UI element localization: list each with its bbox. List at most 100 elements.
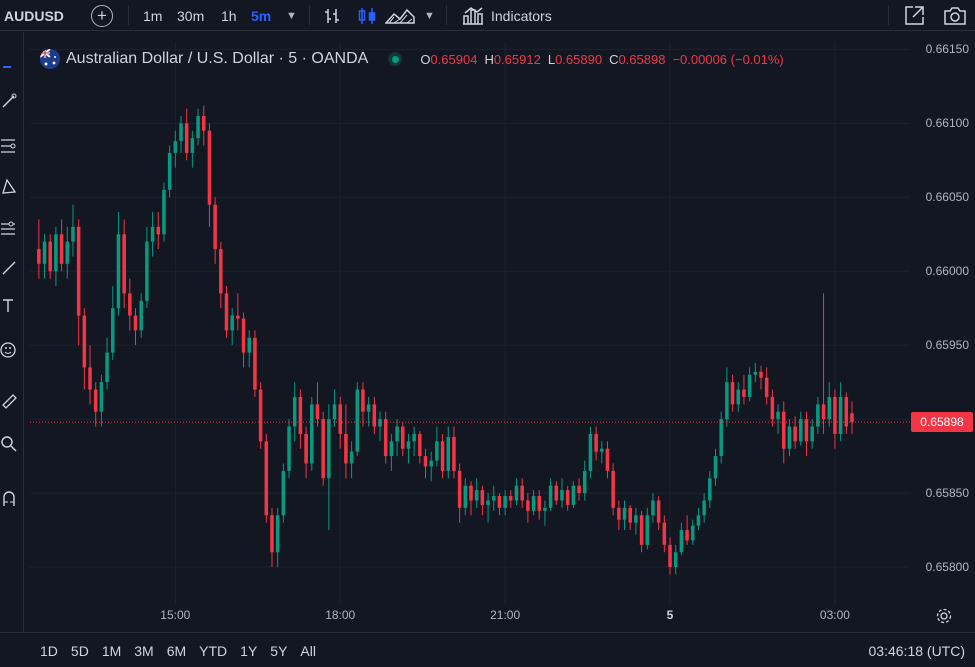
candle-body xyxy=(708,478,712,501)
price-tick-label: 0.65800 xyxy=(925,560,969,575)
candle xyxy=(793,416,797,449)
candle xyxy=(167,145,172,198)
candle-body xyxy=(88,367,92,390)
range-ytd[interactable]: YTD xyxy=(199,642,228,659)
candle xyxy=(304,426,308,479)
candle-body xyxy=(230,315,234,331)
candle xyxy=(366,396,371,427)
candle xyxy=(474,478,479,508)
timeframe-1h[interactable]: 1h xyxy=(221,7,237,24)
range-3m[interactable]: 3M xyxy=(134,642,154,659)
candle-body xyxy=(344,433,348,464)
cursor-tool-icon[interactable] xyxy=(0,56,18,78)
candle xyxy=(708,470,712,508)
candle-body xyxy=(543,507,547,511)
candle-body xyxy=(844,396,849,427)
emoji-icon[interactable] xyxy=(0,339,18,361)
candle xyxy=(605,441,610,479)
candle xyxy=(99,374,104,427)
range-5y[interactable]: 5Y xyxy=(270,642,288,659)
ohlc-values: O 0.65904 H 0.65912 L 0.65890 C 0.65898 −0.0… xyxy=(420,52,787,67)
candle xyxy=(617,500,621,531)
candle xyxy=(315,382,320,427)
candle-body xyxy=(65,241,70,264)
open-label: O xyxy=(420,51,431,67)
brush-tool-icon[interactable] xyxy=(0,257,18,279)
trend-line-icon[interactable] xyxy=(0,90,18,112)
last-price-label: 0.65898 xyxy=(911,412,973,433)
candle-body xyxy=(645,515,650,545)
zoom-icon[interactable] xyxy=(0,433,18,455)
utc-clock[interactable]: 03:46:18 (UTC) xyxy=(868,642,965,659)
chart-type-dropdown-icon[interactable]: ▼ xyxy=(424,9,435,22)
range-1m[interactable]: 1M xyxy=(101,642,122,659)
candle-body xyxy=(656,500,661,523)
camera-icon[interactable] xyxy=(943,0,967,31)
range-6m[interactable]: 6M xyxy=(166,642,187,659)
candle-body xyxy=(838,396,843,434)
pattern-tool-icon[interactable] xyxy=(0,175,18,197)
price-axis[interactable]: 0.661500.661000.660500.660000.659500.659… xyxy=(910,32,975,632)
compare-symbol-button[interactable]: + xyxy=(89,0,115,31)
text-tool-icon[interactable] xyxy=(0,295,18,317)
close-label: C xyxy=(609,51,619,67)
candle xyxy=(435,426,439,467)
candle-body xyxy=(412,433,416,442)
high-label: H xyxy=(484,51,494,67)
candle xyxy=(452,426,456,479)
candle xyxy=(401,422,405,457)
candle xyxy=(139,293,143,338)
candle-body xyxy=(821,404,826,420)
candle-body xyxy=(617,507,621,520)
range-1d[interactable]: 1D xyxy=(40,642,58,659)
toolbar-divider xyxy=(309,5,310,25)
settings-gear-icon[interactable] xyxy=(935,607,953,630)
candle xyxy=(634,507,638,535)
chart-pane[interactable] xyxy=(30,42,910,604)
candle-body xyxy=(548,485,553,508)
candle-body xyxy=(736,389,741,405)
candle xyxy=(639,510,644,553)
candle-body xyxy=(730,382,735,405)
fib-tool-icon[interactable] xyxy=(0,135,18,157)
chart-title[interactable]: Australian Dollar / U.S. Dollar · 5 · OA… xyxy=(66,50,369,67)
candle xyxy=(600,441,604,464)
candle xyxy=(145,226,149,309)
time-axis[interactable]: 15:00 18:00 21:00 5 03:00 xyxy=(30,604,910,628)
candle-body xyxy=(622,507,627,520)
candle xyxy=(196,108,200,146)
candle-body xyxy=(526,500,530,511)
range-1y[interactable]: 1Y xyxy=(240,642,258,659)
market-status-icon[interactable] xyxy=(388,52,403,66)
candle-body xyxy=(560,490,564,501)
magnet-icon[interactable] xyxy=(0,487,18,509)
candles-icon[interactable] xyxy=(357,0,377,31)
candle xyxy=(37,219,41,279)
candle xyxy=(548,478,553,511)
prediction-tool-icon[interactable] xyxy=(0,218,18,240)
range-all[interactable]: All xyxy=(300,642,316,659)
candle xyxy=(702,493,706,523)
range-5d[interactable]: 5D xyxy=(70,642,89,659)
timeframe-30m[interactable]: 30m xyxy=(177,7,205,24)
area-chart-icon[interactable] xyxy=(385,0,415,31)
candle xyxy=(383,411,388,464)
timeframe-dropdown-icon[interactable]: ▼ xyxy=(286,9,297,22)
candle-body xyxy=(156,226,161,235)
fullscreen-icon[interactable] xyxy=(903,0,925,31)
candle xyxy=(611,463,615,516)
candle-body xyxy=(162,189,166,235)
candle xyxy=(418,430,422,464)
candle xyxy=(651,493,655,523)
indicators-button[interactable]: Indicators xyxy=(462,0,552,31)
ruler-icon[interactable] xyxy=(0,390,18,412)
timeframe-1m[interactable]: 1m xyxy=(143,7,163,24)
candle xyxy=(88,345,92,405)
candle xyxy=(560,478,564,508)
symbol-search[interactable]: AUDUSD xyxy=(4,7,64,24)
candle-body xyxy=(145,241,149,301)
candle-body xyxy=(355,389,360,452)
bar-style-icon[interactable] xyxy=(324,0,342,31)
timeframe-5m[interactable]: 5m xyxy=(251,7,272,24)
candle xyxy=(469,481,473,516)
